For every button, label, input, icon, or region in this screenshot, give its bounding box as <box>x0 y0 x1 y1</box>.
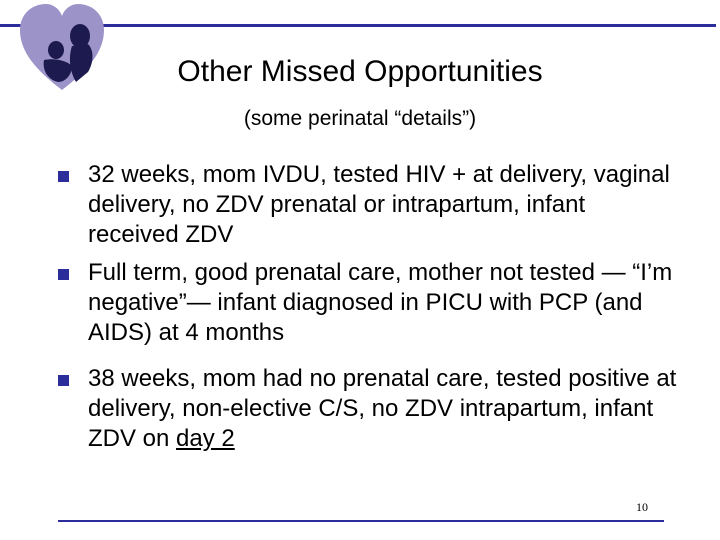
square-bullet-icon <box>58 375 69 386</box>
bullet-text: Full term, good prenatal care, mother no… <box>88 259 673 346</box>
bullet-item: Full term, good prenatal care, mother no… <box>58 258 678 348</box>
slide-title: Other Missed Opportunities <box>177 55 543 88</box>
top-rule <box>0 24 716 27</box>
page-number: 10 <box>636 500 648 514</box>
bullet-text: 38 weeks, mom had no prenatal care, test… <box>88 365 677 452</box>
bullet-text: 32 weeks, mom IVDU, tested HIV + at deli… <box>88 161 670 248</box>
square-bullet-icon <box>58 171 69 182</box>
heart-mother-child-logo-icon <box>14 2 110 96</box>
bottom-rule <box>58 520 664 522</box>
slide-subtitle: (some perinatal “details”) <box>243 107 477 130</box>
square-bullet-icon <box>58 269 69 280</box>
bullet-item: 38 weeks, mom had no prenatal care, test… <box>58 364 678 454</box>
bullet-list: 32 weeks, mom IVDU, tested HIV + at deli… <box>58 160 678 454</box>
bullet-item: 32 weeks, mom IVDU, tested HIV + at deli… <box>58 160 678 250</box>
bullet-underlined-text: day 2 <box>176 425 235 452</box>
